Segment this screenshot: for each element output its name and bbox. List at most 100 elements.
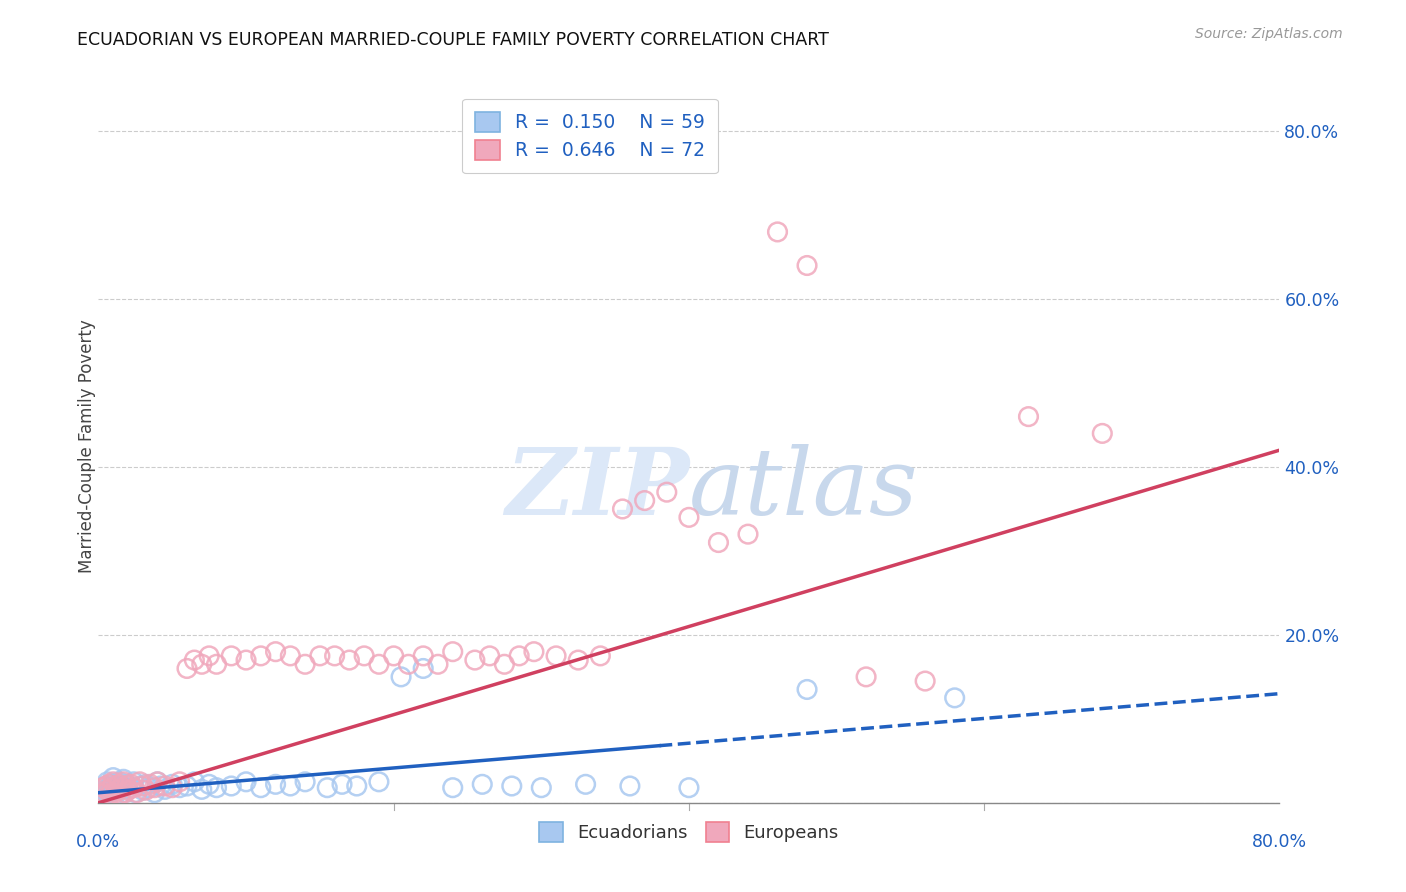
Point [655,485,678,500]
Point [346,779,368,793]
Point [117,782,139,797]
Point [766,225,789,239]
Point [104,789,127,803]
Point [294,774,316,789]
Point [183,774,205,789]
Point [323,648,346,663]
Point [110,788,132,802]
Point [530,780,553,795]
Point [162,777,183,791]
Point [153,779,176,793]
Text: 0.0%: 0.0% [76,833,121,851]
Point [97,777,120,791]
Point [143,780,166,795]
Point [143,786,166,800]
Point [149,779,172,793]
Point [183,653,205,667]
Point [398,657,420,672]
Point [678,510,700,524]
Point [191,657,214,672]
Point [221,648,243,663]
Point [368,774,391,789]
Point [280,648,302,663]
Point [128,774,150,789]
Point [796,259,818,273]
Point [678,780,700,795]
Point [103,774,125,789]
Point [97,780,120,795]
Point [153,782,176,797]
Point [96,788,118,802]
Point [115,779,138,793]
Point [176,779,198,793]
Point [191,782,214,797]
Point [464,653,486,667]
Point [567,653,589,667]
Point [389,670,412,684]
Point [135,783,157,797]
Point [619,779,641,793]
Point [105,779,128,793]
Point [146,774,169,789]
Point [368,657,391,672]
Point [169,780,191,795]
Point [264,777,287,791]
Point [309,648,332,663]
Point [139,780,162,795]
Point [100,777,122,791]
Point [546,648,568,663]
Point [98,786,121,800]
Point [494,657,516,672]
Point [707,535,730,549]
Point [330,777,353,791]
Point [501,779,523,793]
Point [135,777,157,791]
Point [105,779,128,793]
Point [382,648,405,663]
Point [796,682,818,697]
Point [612,502,634,516]
Point [198,648,221,663]
Text: 80.0%: 80.0% [1251,833,1308,851]
Point [441,645,464,659]
Point [139,777,162,791]
Point [94,779,117,793]
Point [471,777,494,791]
Point [412,648,434,663]
Point [111,780,134,795]
Point [124,786,146,800]
Point [91,789,114,803]
Point [108,774,131,789]
Point [316,780,339,795]
Point [221,779,243,793]
Text: ZIP: ZIP [505,444,689,533]
Point [162,780,183,795]
Point [108,777,131,791]
Legend: Ecuadorians, Europeans: Ecuadorians, Europeans [526,809,852,855]
Text: atlas: atlas [689,444,918,533]
Point [111,780,134,795]
Point [176,661,198,675]
Point [589,648,612,663]
Point [412,661,434,675]
Point [98,788,121,802]
Point [114,786,136,800]
Point [96,783,118,797]
Point [91,780,114,795]
Point [90,788,112,802]
Point [205,780,228,795]
Point [96,774,118,789]
Point [737,527,759,541]
Text: Source: ZipAtlas.com: Source: ZipAtlas.com [1195,27,1343,41]
Point [120,780,142,795]
Point [1018,409,1040,424]
Point [235,653,257,667]
Point [110,788,132,802]
Point [205,657,228,672]
Point [427,657,450,672]
Point [103,771,125,785]
Point [339,653,361,667]
Point [128,779,150,793]
Point [353,648,375,663]
Point [107,782,129,797]
